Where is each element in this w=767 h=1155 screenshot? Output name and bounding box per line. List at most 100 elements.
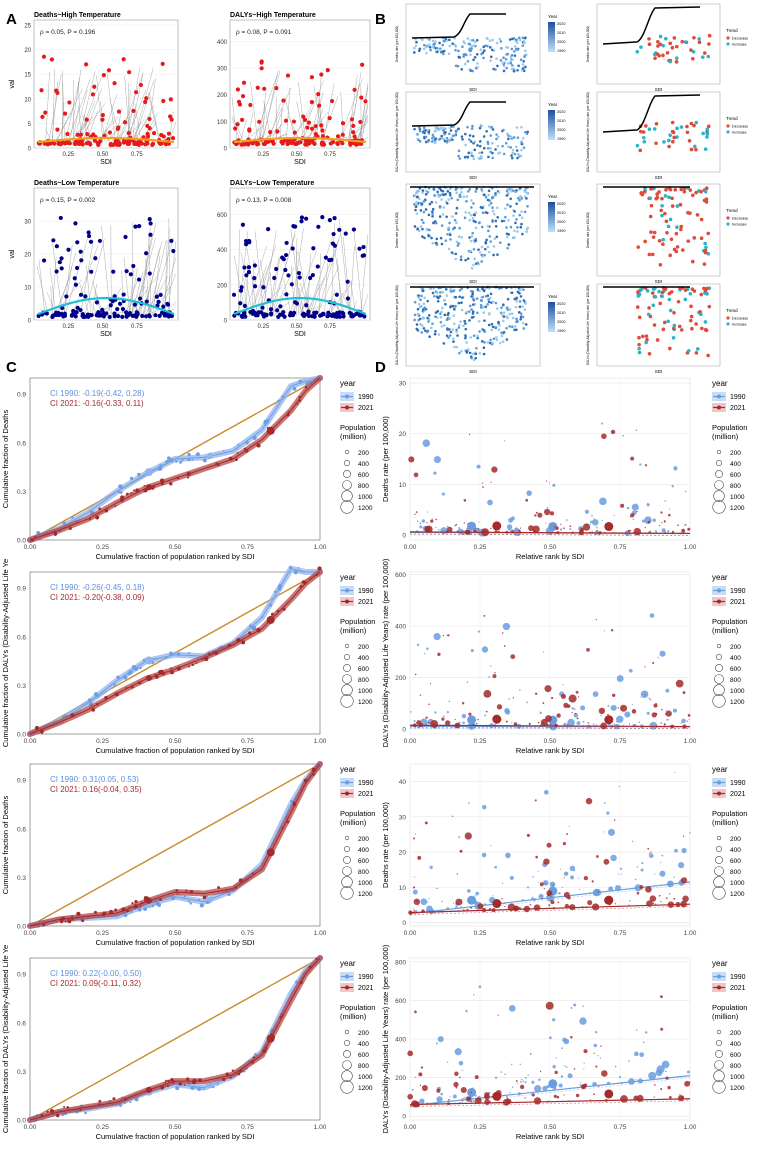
data-point: [282, 395, 285, 398]
data-point: [261, 285, 265, 289]
data-point: [459, 320, 462, 323]
data-point: [593, 1093, 595, 1095]
legend-label: Increase: [732, 131, 747, 135]
data-point: [477, 288, 480, 291]
data-point: [488, 190, 491, 193]
data-point: [647, 503, 648, 504]
data-point: [508, 325, 511, 328]
data-point: [418, 230, 421, 233]
panel-b-right-1: Deaths rate (per 100,000)SDITrendDecreas…: [586, 4, 748, 92]
y-axis-label: Deaths rate (per 100,000): [395, 212, 399, 249]
data-point: [584, 1063, 585, 1064]
data-point: [325, 314, 329, 318]
data-point: [333, 314, 337, 318]
x-axis-label: Relative rank by SDI: [516, 1132, 584, 1141]
data-point: [59, 142, 63, 146]
data-point: [560, 524, 561, 525]
data-point: [703, 262, 707, 266]
data-point: [554, 1095, 557, 1098]
data-point: [519, 907, 521, 909]
data-point: [650, 699, 652, 701]
legend-size-marker: [345, 1030, 349, 1034]
x-tick-label: 1.00: [314, 1124, 327, 1131]
data-point: [455, 192, 458, 195]
data-point: [169, 651, 173, 655]
data-point: [472, 303, 475, 306]
data-point: [536, 512, 538, 514]
data-point: [654, 873, 655, 874]
data-point: [439, 206, 442, 209]
year-colorbar: [548, 110, 555, 140]
data-point: [71, 915, 73, 917]
data-point: [527, 886, 529, 888]
data-point: [487, 341, 490, 344]
data-point: [643, 190, 647, 194]
data-point: [157, 467, 161, 471]
data-point: [423, 1100, 424, 1101]
data-point: [568, 1073, 573, 1078]
data-point: [311, 141, 315, 145]
data-point: [632, 841, 634, 843]
data-point: [521, 233, 524, 236]
legend-size-marker: [716, 460, 721, 465]
data-point: [474, 353, 477, 356]
data-point: [346, 280, 350, 284]
data-point: [474, 41, 477, 44]
data-point: [592, 880, 594, 882]
data-point: [482, 211, 485, 214]
data-point: [63, 112, 67, 116]
data-point: [660, 295, 664, 299]
data-point: [441, 224, 444, 227]
data-point: [505, 67, 508, 70]
data-point: [496, 42, 499, 45]
data-point: [104, 311, 108, 315]
data-point: [54, 532, 57, 535]
data-point: [545, 522, 546, 523]
panel-a-title: Deaths~High Temperature: [34, 12, 121, 19]
data-point: [513, 230, 516, 233]
data-point: [496, 253, 499, 256]
data-point-large: [267, 1035, 275, 1043]
data-point: [167, 1085, 169, 1087]
data-point: [95, 515, 99, 519]
data-point: [301, 312, 305, 316]
data-point: [649, 698, 650, 699]
data-point: [137, 473, 140, 476]
data-point: [196, 662, 198, 664]
data-point: [440, 237, 443, 240]
data-point: [134, 90, 138, 94]
data-point: [520, 142, 523, 145]
data-point: [123, 676, 127, 680]
y-tick-label: 0.6: [17, 826, 26, 833]
data-point: [316, 574, 318, 576]
data-point: [475, 188, 478, 191]
data-point: [520, 295, 523, 298]
data-point: [571, 707, 573, 709]
data-point: [530, 1053, 532, 1055]
y-tick-label: 0.3: [17, 1069, 26, 1076]
data-point: [504, 1074, 505, 1075]
data-point: [416, 227, 419, 230]
data-point: [263, 142, 267, 146]
data-point: [574, 708, 575, 709]
data-point: [301, 789, 303, 791]
x-tick-label: 0.00: [404, 738, 417, 745]
data-point: [538, 882, 539, 883]
data-point: [311, 246, 315, 250]
data-point: [167, 1080, 170, 1083]
data-point: [567, 873, 568, 874]
legend-size-label: 400: [358, 461, 369, 468]
data-point: [177, 476, 180, 479]
data-point: [490, 126, 493, 129]
y-tick-label: 5: [28, 122, 32, 128]
data-point: [422, 290, 425, 293]
data-point: [660, 197, 664, 201]
data-point: [432, 133, 435, 136]
data-point: [524, 1097, 525, 1098]
data-point: [91, 92, 95, 96]
data-point: [161, 1086, 164, 1089]
legend-title: year: [340, 765, 356, 774]
data-point: [671, 485, 673, 487]
data-point: [293, 300, 297, 304]
data-point: [455, 253, 458, 256]
